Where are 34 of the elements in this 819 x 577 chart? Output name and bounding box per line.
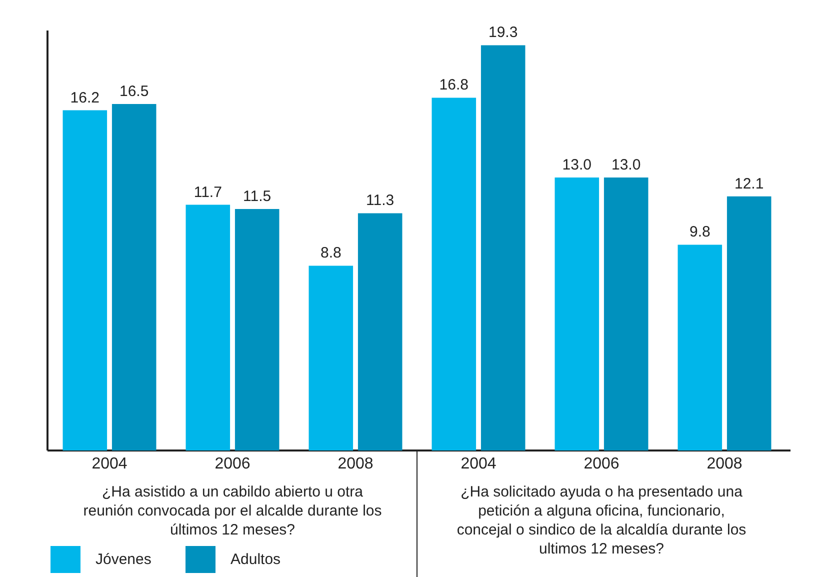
bar — [554, 178, 600, 450]
data-label: 8.8 — [320, 244, 342, 262]
data-label: 9.8 — [689, 224, 710, 241]
text: ¿Ha solicitado ayuda o ha presentado una petición a alguna oficina, funcionario, concejal o sindico de la alcaldía durante los ultimos 12 meses? — [456, 484, 746, 558]
bar — [726, 196, 772, 450]
text: ¿Ha asistido a un cabildo abierto u otra reunión convocada por el alcalde durante los últimos 12 meses? — [83, 484, 382, 538]
bar — [480, 45, 526, 450]
legend-label: Adultos — [230, 551, 281, 568]
data-label: 16.2 — [70, 89, 100, 106]
x-tick-label: 2008 — [338, 456, 374, 472]
bar — [112, 104, 156, 450]
data-label: 16.8 — [439, 76, 469, 94]
data-label: 12.1 — [734, 175, 764, 192]
bar — [604, 178, 648, 450]
data-label: 13.0 — [562, 156, 592, 174]
data-label: 11.7 — [194, 184, 222, 201]
bar — [358, 213, 402, 450]
bar — [62, 110, 108, 450]
x-tick-label: 2006 — [584, 456, 620, 472]
x-tick-label: 2004 — [92, 456, 128, 472]
bar — [234, 209, 280, 450]
legend-label: Jóvenes — [96, 551, 152, 568]
x-tick-label: 2008 — [706, 456, 742, 472]
x-tick-label: 2006 — [214, 456, 250, 472]
data-label: 19.3 — [488, 24, 518, 42]
data-label: 16.5 — [120, 83, 149, 100]
bar — [432, 98, 476, 450]
x-tick-label: 2004 — [460, 456, 496, 472]
bar — [186, 204, 230, 450]
data-label: 11.5 — [243, 188, 272, 205]
bar — [678, 244, 722, 450]
data-label: 13.0 — [612, 156, 641, 174]
data-label: 11.3 — [366, 192, 394, 210]
bar — [308, 266, 354, 450]
